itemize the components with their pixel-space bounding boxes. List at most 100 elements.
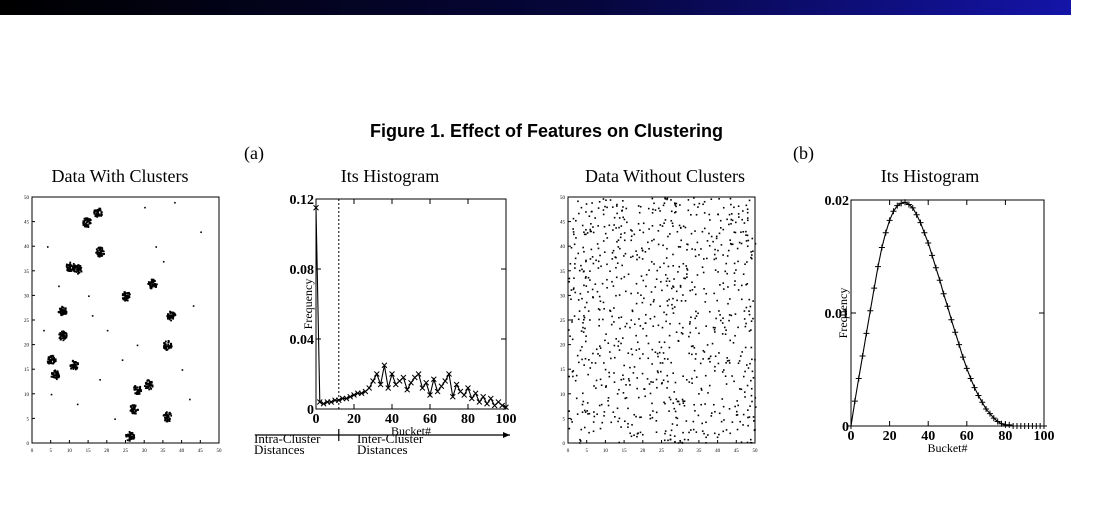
- data-point: [168, 420, 171, 422]
- data-point: [751, 358, 753, 361]
- hist-clusters-xtick-label: 80: [461, 412, 475, 427]
- data-point: [719, 314, 721, 316]
- data-point: [124, 299, 126, 302]
- data-point: [677, 442, 680, 444]
- data-point: [725, 429, 728, 431]
- data-point: [77, 270, 80, 273]
- data-point: [89, 222, 92, 225]
- data-point: [735, 269, 737, 271]
- data-point: [100, 213, 103, 216]
- data-point: [69, 267, 72, 269]
- data-point: [644, 251, 647, 253]
- scatter-uniform-ytick-label: 5: [563, 417, 566, 422]
- data-point: [663, 311, 665, 314]
- data-point: [87, 220, 90, 223]
- data-point: [152, 284, 154, 287]
- data-point: [733, 284, 736, 286]
- data-point: [717, 213, 720, 216]
- data-point: [700, 387, 703, 390]
- data-point: [746, 217, 749, 219]
- data-point: [59, 332, 62, 334]
- data-point: [685, 265, 688, 267]
- data-point: [166, 348, 168, 351]
- data-point: [66, 269, 69, 272]
- data-point: [609, 270, 611, 273]
- data-marker: [944, 303, 951, 310]
- data-point: [98, 208, 101, 211]
- data-point: [739, 355, 742, 357]
- data-point: [169, 413, 172, 415]
- data-point: [59, 333, 62, 336]
- data-point: [591, 256, 594, 258]
- data-point: [52, 355, 55, 358]
- data-point: [137, 391, 139, 394]
- data-point: [574, 257, 577, 260]
- data-point: [670, 210, 673, 213]
- data-point: [61, 310, 63, 312]
- data-point: [727, 286, 729, 288]
- data-point: [734, 334, 736, 337]
- data-point: [602, 213, 605, 216]
- data-point: [670, 361, 672, 364]
- data-point: [126, 294, 129, 297]
- data-point: [713, 328, 716, 331]
- data-point: [655, 278, 658, 281]
- data-point: [712, 326, 715, 329]
- data-point: [148, 382, 151, 385]
- data-point: [682, 400, 684, 402]
- data-point: [606, 237, 609, 239]
- data-marker: [427, 392, 433, 398]
- data-point: [691, 248, 693, 250]
- data-point: [648, 269, 650, 271]
- data-point: [181, 369, 184, 371]
- data-point: [601, 282, 604, 285]
- hist-uniform-ylabel: Frequency: [836, 288, 850, 339]
- data-point: [707, 392, 709, 394]
- data-point: [608, 224, 611, 227]
- data-point: [79, 269, 82, 271]
- data-point: [574, 379, 577, 382]
- data-point: [752, 250, 754, 253]
- data-point: [656, 370, 659, 372]
- data-point: [668, 346, 671, 349]
- data-point: [692, 428, 695, 431]
- data-point: [684, 226, 687, 229]
- data-point: [138, 390, 141, 392]
- data-point: [53, 361, 55, 364]
- data-point: [736, 410, 738, 413]
- data-point: [130, 435, 133, 438]
- data-point: [573, 287, 575, 289]
- data-point: [723, 369, 725, 371]
- data-point: [745, 204, 748, 207]
- data-point: [669, 434, 672, 437]
- data-point: [78, 271, 81, 274]
- data-point: [715, 257, 717, 260]
- data-point: [717, 362, 720, 365]
- data-point: [616, 205, 618, 207]
- data-point: [703, 432, 705, 435]
- data-point: [624, 420, 626, 423]
- data-point: [149, 384, 152, 387]
- data-point: [61, 332, 64, 335]
- data-point: [750, 251, 752, 253]
- data-point: [60, 313, 63, 316]
- data-point: [590, 222, 592, 225]
- data-point: [150, 380, 153, 383]
- data-point: [76, 267, 79, 269]
- data-point: [602, 240, 605, 242]
- data-point: [734, 405, 736, 408]
- data-point: [579, 349, 582, 352]
- data-point: [750, 256, 752, 259]
- hist-uniform-series-line: [850, 201, 1044, 427]
- data-point: [691, 289, 694, 291]
- data-point: [133, 411, 135, 414]
- data-point: [661, 382, 663, 384]
- data-point: [67, 264, 70, 267]
- data-point: [583, 270, 585, 272]
- data-point: [641, 258, 644, 260]
- data-point: [598, 404, 601, 407]
- data-point: [572, 375, 574, 378]
- data-point: [134, 385, 137, 388]
- data-point: [605, 385, 607, 387]
- data-point: [166, 316, 169, 319]
